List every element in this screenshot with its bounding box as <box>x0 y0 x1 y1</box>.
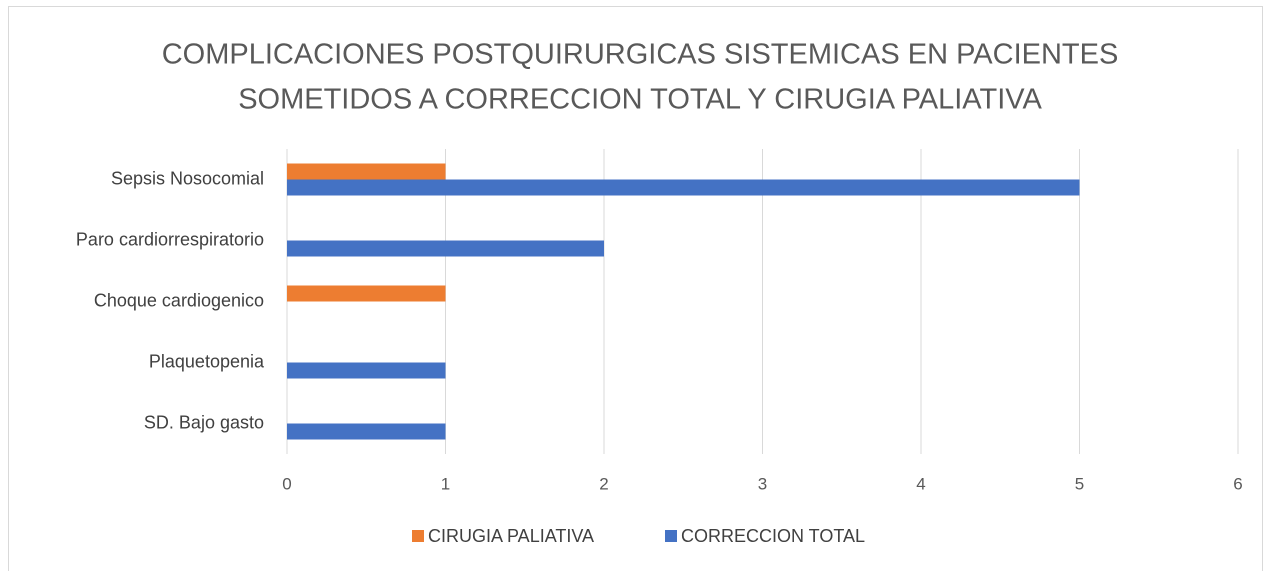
chart-title: COMPLICACIONES POSTQUIRURGICAS SISTEMICA… <box>162 39 1119 71</box>
x-tick-label: 4 <box>916 474 925 493</box>
y-tick-label: SD. Bajo gasto <box>144 412 264 432</box>
chart-title: SOMETIDOS A CORRECCION TOTAL Y CIRUGIA P… <box>238 84 1042 116</box>
x-tick-label: 5 <box>1075 474 1084 493</box>
y-tick-label: Sepsis Nosocomial <box>111 168 264 188</box>
legend-swatch <box>412 530 424 542</box>
y-tick-label: Paro cardiorrespiratorio <box>76 229 264 249</box>
x-tick-label: 6 <box>1233 474 1242 493</box>
x-tick-label: 2 <box>599 474 608 493</box>
legend-label: CIRUGIA PALIATIVA <box>428 526 594 546</box>
y-tick-label: Choque cardiogenico <box>94 290 264 310</box>
legend-label: CORRECCION TOTAL <box>681 526 865 546</box>
y-tick-label: Plaquetopenia <box>149 351 265 371</box>
chart-border <box>8 6 1263 571</box>
bar <box>287 163 446 180</box>
x-tick-label: 0 <box>282 474 291 493</box>
legend-swatch <box>665 530 677 542</box>
x-tick-label: 1 <box>441 474 450 493</box>
bar <box>287 179 1080 196</box>
bar <box>287 240 604 257</box>
x-tick-label: 3 <box>758 474 767 493</box>
bar <box>287 362 446 379</box>
bar <box>287 285 446 302</box>
bar <box>287 423 446 440</box>
